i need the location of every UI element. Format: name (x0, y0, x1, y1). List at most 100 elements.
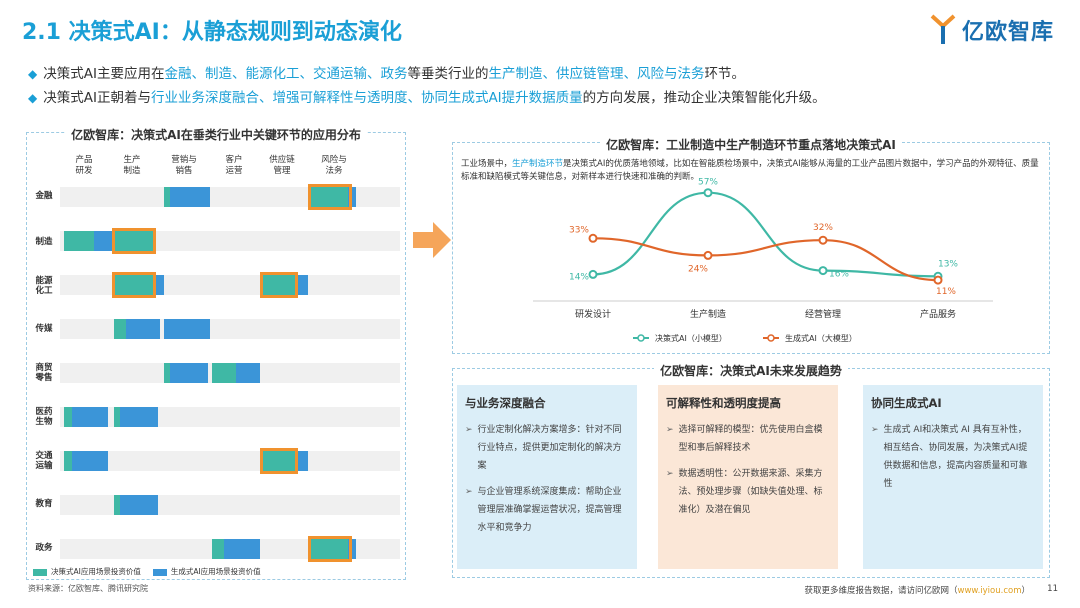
arrow-right-icon (413, 222, 451, 258)
data-point (818, 266, 828, 276)
bullet-highlight: 生产制造、供应链管理、风险与法务 (488, 66, 705, 82)
row-track-finance (60, 184, 400, 210)
col-head: 营销与 销售 (171, 155, 197, 176)
highlight-box (112, 272, 156, 298)
bar-segment (298, 451, 308, 471)
data-point (703, 188, 713, 198)
data-label: 14% (569, 272, 589, 282)
legend-marker (767, 334, 775, 342)
data-point (703, 250, 713, 260)
bullet-2: ◆ 决策式AI正朝着与行业业务深度融合、增强可解释性与透明度、协同生成式AI提升… (28, 86, 1058, 110)
highlight-box (260, 448, 298, 474)
row-track-manufacturing (60, 228, 400, 254)
bar-segment (164, 319, 210, 339)
x-tick-label: 产品服务 (920, 308, 956, 320)
data-point (588, 233, 598, 243)
trend-title: 亿欧智库：决策式AI未来发展趋势 (654, 364, 848, 378)
col-head: 生产 制造 (123, 155, 141, 176)
desc-text: 工业场景中， (461, 159, 513, 169)
bar-segment (262, 451, 298, 471)
diamond-icon: ◆ (28, 67, 38, 81)
col-head: 客户 运营 (225, 155, 243, 176)
bar-segment (212, 363, 236, 383)
bar-segment (348, 187, 356, 207)
legend-item: 生成式AI应用场景投资价值 (152, 566, 261, 577)
highlight-box (260, 272, 298, 298)
x-tick-label: 研发设计 (575, 308, 611, 320)
legend-swatch (152, 568, 167, 576)
footer-note: 获取更多维度报告数据，请访问亿欧网（www.iyiou.com） (804, 586, 1030, 596)
bullet-list: ◆ 决策式AI主要应用在金融、制造、能源化工、交通运输、政务等垂类行业的生产制造… (28, 62, 1058, 110)
bullet-text: 决策式AI正朝着与 (43, 90, 151, 106)
bullet-text: 决策式AI主要应用在 (43, 66, 165, 82)
highlight-box (308, 184, 352, 210)
matrix-legend: 决策式AI应用场景投资价值 生成式AI应用场景投资价值 (33, 566, 261, 577)
row-track-transport (60, 448, 400, 474)
highlight-box (308, 536, 352, 562)
desc-highlight: 生产制造环节 (512, 159, 564, 169)
arrow-icon: ➢ (871, 425, 879, 435)
bar-segment (212, 539, 224, 559)
data-label: 24% (688, 264, 708, 274)
row-label: 交通 运输 (35, 451, 53, 471)
bullet-text: 等垂类行业的 (407, 66, 489, 82)
data-label: 33% (569, 225, 589, 235)
trend-item: ➢ 与企业管理系统深度集成：帮助企业管理层准确掌握运营状况，提高管理水平和竞争力 (465, 483, 629, 537)
logo-text: 亿欧智库 (961, 20, 1054, 45)
row-label: 制造 (35, 237, 53, 247)
arrow-icon: ➢ (666, 469, 674, 479)
data-point (933, 275, 943, 285)
bar-segment (72, 451, 108, 471)
footer-link[interactable]: www.iyiou.com (957, 586, 1022, 596)
logo-icon (930, 14, 956, 44)
bar-segment (126, 319, 160, 339)
trend-box-explainability: 可解释性和透明度提高 ➢ 选择可解释的模型：优先使用白盒模型和事后解释技术 ➢ 数据… (658, 385, 838, 569)
arrow-icon: ➢ (465, 425, 473, 435)
data-point (588, 269, 598, 279)
line-chart: 研发设计 生产制造 经营管理 产品服务 14% 57% 16% 13% 决策式AI（小模型） 33… (533, 178, 993, 343)
bar-segment (120, 407, 158, 427)
data-point (818, 235, 828, 245)
trend-box-generative: 协同生成式AI ➢ 生成式 AI和决策式 AI 具有互补性，相互结合、协同发展，为… (863, 385, 1043, 569)
arrow-icon: ➢ (465, 487, 473, 497)
logo: 亿欧智库 (930, 14, 1054, 46)
row-track-energy (60, 272, 400, 298)
row-track-education (60, 495, 400, 515)
legend-label: 决策式AI应用场景投资价值 (51, 567, 141, 576)
highlight-box (112, 228, 156, 254)
data-label: 11% (936, 287, 956, 297)
bar-segment (154, 275, 164, 295)
bar-segment (170, 363, 208, 383)
bar-segment (120, 495, 158, 515)
bar-segment (114, 495, 120, 515)
row-track-media (60, 319, 400, 339)
matrix-title: 亿欧智库：决策式AI在垂类行业中关键环节的应用分布 (65, 128, 367, 142)
legend-label: 生成式AI应用场景投资价值 (170, 567, 261, 576)
legend-swatch (33, 568, 47, 576)
bar-segment (310, 539, 348, 559)
bar-segment (164, 363, 170, 383)
bullet-highlight: 金融、制造、能源化工、交通运输、政务 (164, 66, 408, 82)
col-head: 风险与 法务 (321, 155, 347, 176)
bar-segment (114, 319, 126, 339)
source-note: 资料来源：亿欧智库、腾讯研究院 (28, 584, 148, 593)
data-label: 13% (938, 259, 958, 269)
chart-panel: 亿欧智库：工业制造中生产制造环节重点落地决策式AI 工业场景中，生产制造环节是决… (452, 138, 1050, 354)
bar-segment (94, 231, 114, 251)
bar-segment (114, 275, 154, 295)
industry-matrix-panel: 亿欧智库：决策式AI在垂类行业中关键环节的应用分布 产品 研发 生产 制造 营销与销… (26, 128, 406, 580)
bullet-text: 的方向发展，推动企业决策智能化升级。 (582, 90, 826, 106)
trend-heading: 与业务深度融合 (465, 396, 546, 410)
legend-label: 决策式AI（小模型） (655, 333, 727, 343)
bar-segment (236, 363, 260, 383)
trend-item: ➢ 数据透明性：公开数据来源、采集方法、预处理步骤（如缺失值处理、标准化）及潜在偏… (666, 465, 830, 519)
bar-segment (164, 187, 170, 207)
trend-heading: 协同生成式AI (871, 396, 942, 410)
bullet-1: ◆ 决策式AI主要应用在金融、制造、能源化工、交通运输、政务等垂类行业的生产制造… (28, 62, 1058, 86)
row-track-pharma (60, 407, 400, 427)
trend-panel: 亿欧智库：决策式AI未来发展趋势 与业务深度融合 ➢ 行业定制化解决方案增多：针对… (452, 364, 1050, 578)
row-label: 能源 化工 (35, 276, 53, 296)
bullet-highlight: 行业业务深度融合、增强可解释性与透明度、协同生成式AI提升数据质量 (150, 90, 583, 106)
trend-item: ➢ 生成式 AI和决策式 AI 具有互补性，相互结合、协同发展，为决策式AI提供数… (871, 421, 1035, 493)
row-track-government (60, 536, 400, 562)
